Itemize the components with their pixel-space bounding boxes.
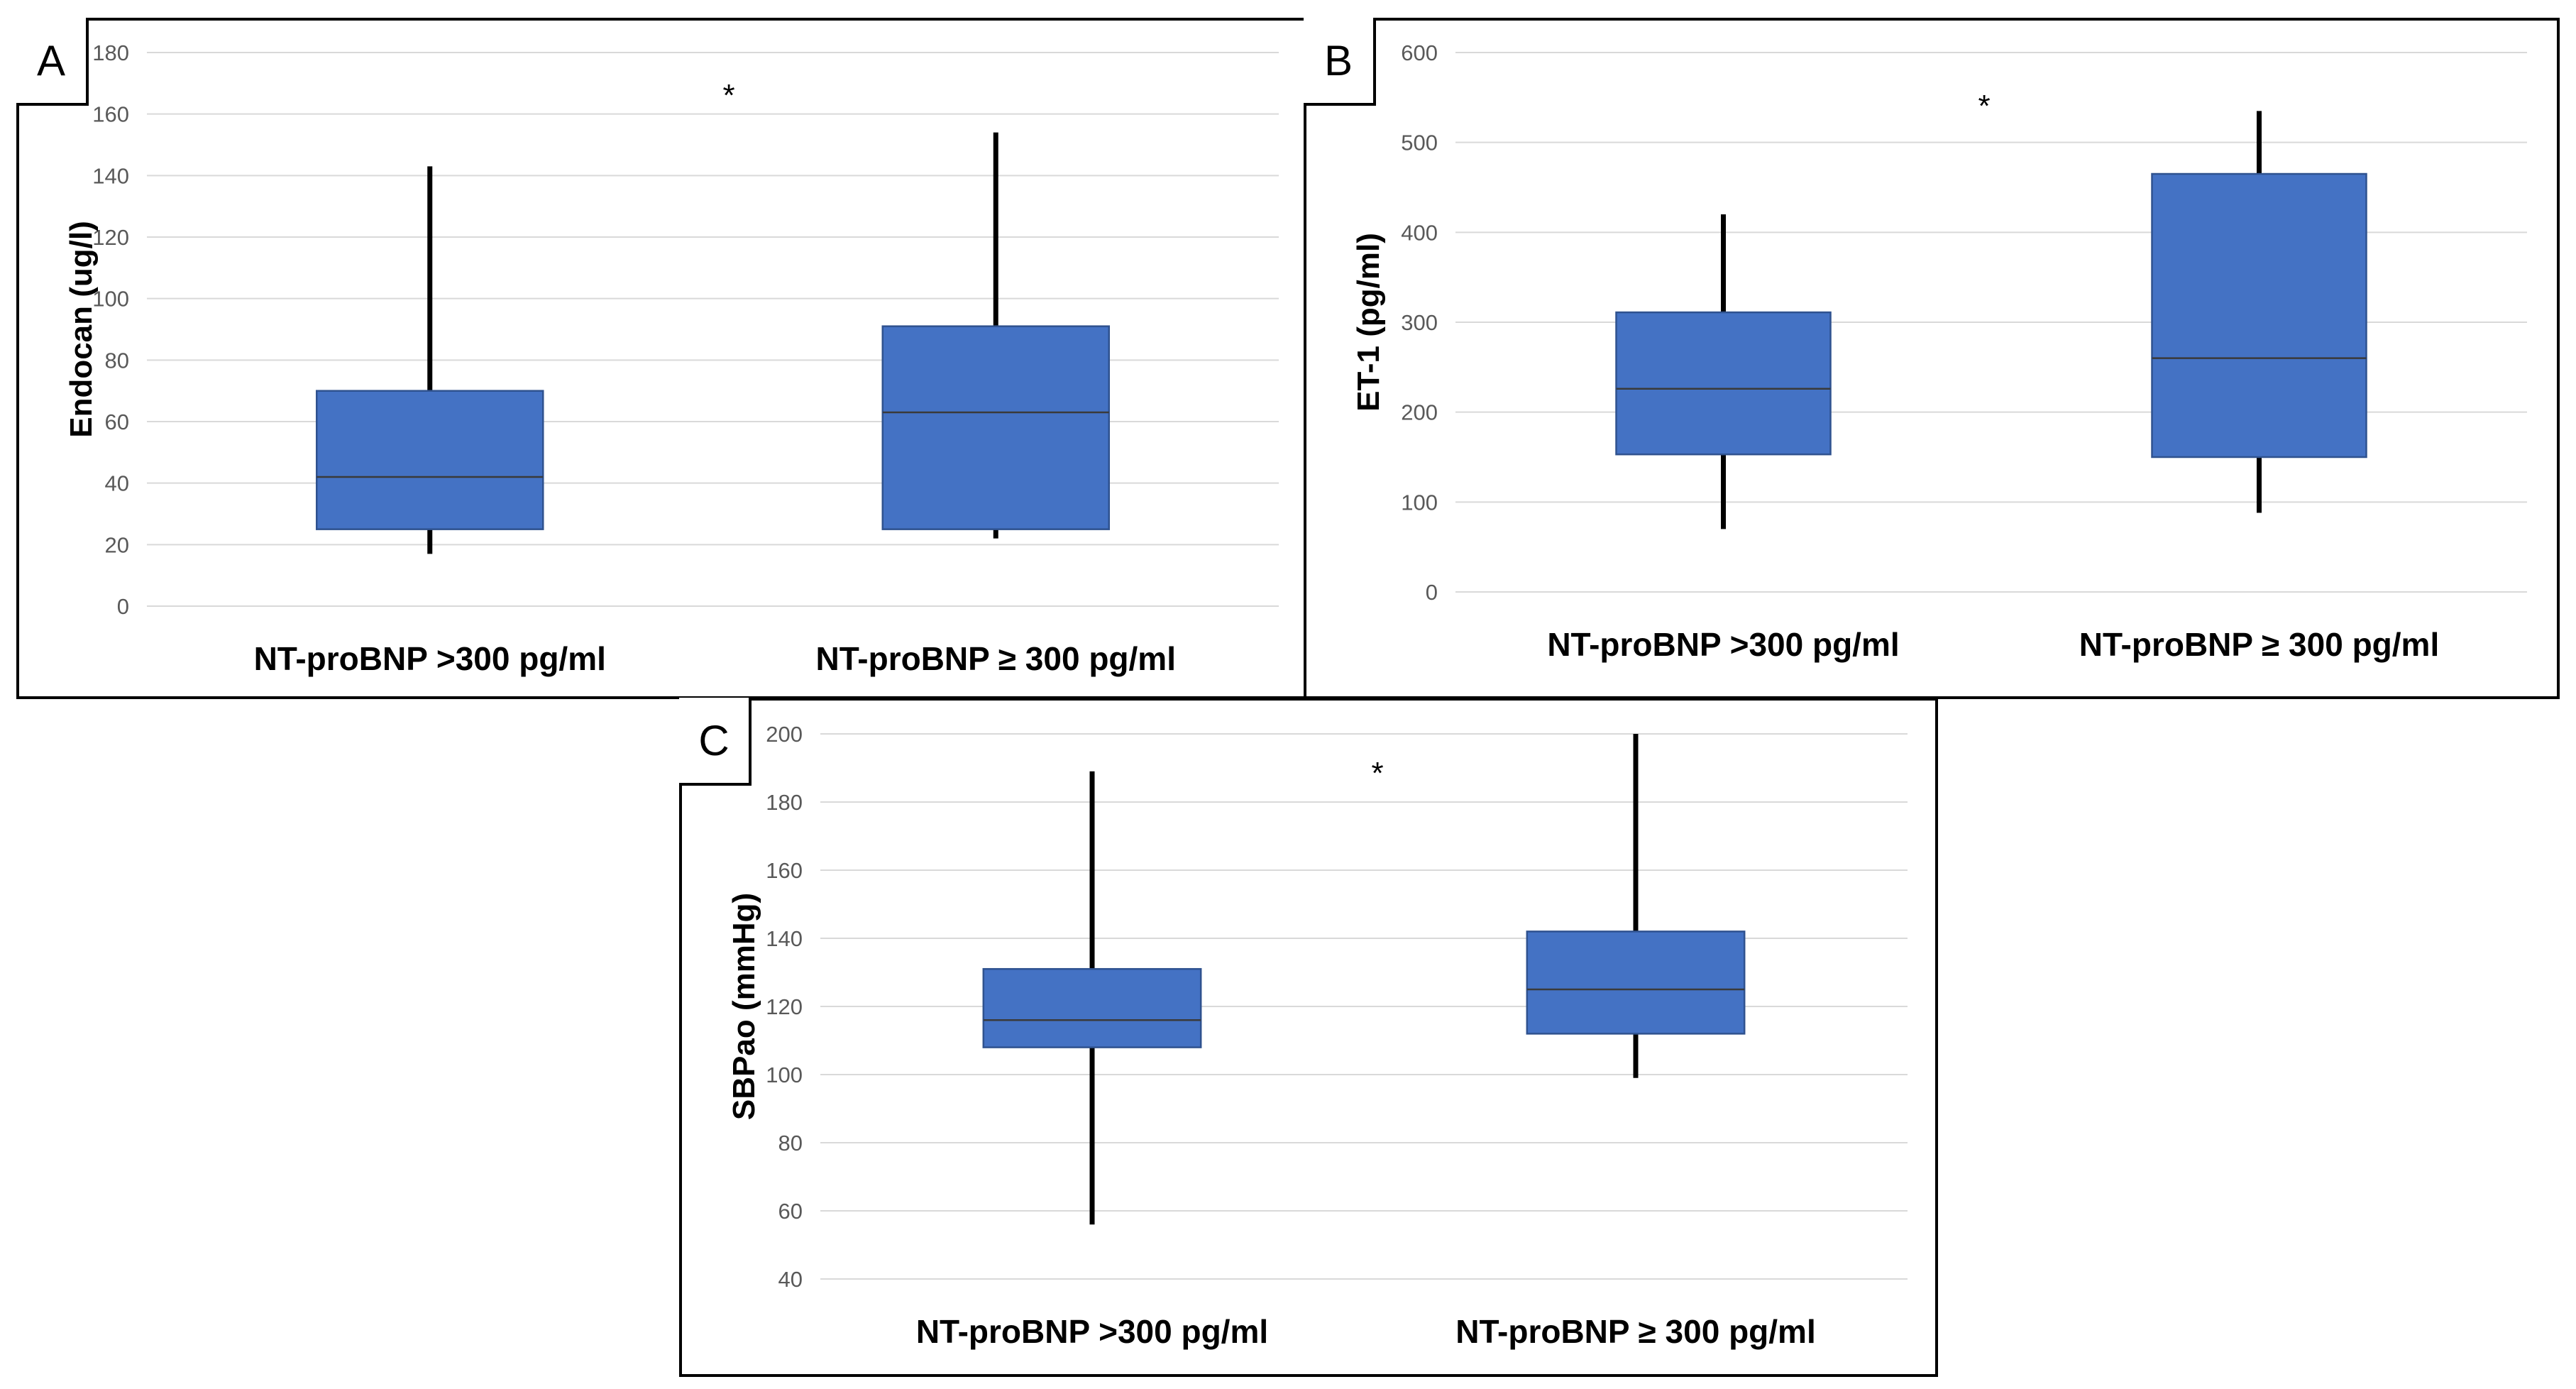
iqr-box <box>881 325 1110 530</box>
box-2 <box>881 132 1110 539</box>
y-tick-label: 80 <box>105 348 129 373</box>
iqr-box <box>1526 930 1746 1035</box>
box-1 <box>316 166 544 554</box>
y-axis-label: ET-1 (pg/ml) <box>1351 233 1386 412</box>
sbpao-boxplot: 40 60 80 100 120 140 160 180 200 SBPao (mmHg) NT-p… <box>727 722 1908 1350</box>
y-tick-label: 300 <box>1401 310 1438 335</box>
y-tick-label: 140 <box>766 926 803 951</box>
significance-marker: * <box>1978 89 1990 123</box>
category-label: NT-proBNP ≥ 300 pg/ml <box>816 640 1176 677</box>
iqr-box <box>982 967 1202 1048</box>
panel-letter-c: C <box>679 698 752 786</box>
iqr-box <box>316 390 544 530</box>
panel-letter-a: A <box>16 18 89 106</box>
y-tick-label: 40 <box>105 471 129 496</box>
y-tick-label: 100 <box>766 1063 803 1087</box>
y-tick-label: 160 <box>766 858 803 883</box>
box-1 <box>982 771 1202 1225</box>
category-label: NT-proBNP >300 pg/ml <box>916 1313 1268 1350</box>
y-tick-label: 140 <box>92 163 129 188</box>
panel-c: C 40 60 80 100 120 140 160 180 200 SBPao (mmHg) NT… <box>679 698 1938 1377</box>
y-tick-label: 600 <box>1401 40 1438 65</box>
y-tick-label: 60 <box>105 410 129 434</box>
box-2 <box>1526 734 1746 1078</box>
et1-boxplot: 0 100 200 300 400 500 600 ET-1 (pg/ml) NT-proBNP… <box>1351 40 2527 663</box>
y-tick-label: 160 <box>92 102 129 127</box>
y-tick-label: 200 <box>1401 400 1438 425</box>
y-tick-label: 180 <box>766 790 803 815</box>
y-tick-label: 100 <box>1401 490 1438 515</box>
category-label: NT-proBNP ≥ 300 pg/ml <box>1455 1313 1815 1350</box>
panel-b: B 0 100 200 300 400 500 600 ET-1 (pg/ml) NT-proB… <box>1304 18 2560 699</box>
iqr-box <box>2151 172 2367 459</box>
y-axis-label: SBPao (mmHg) <box>727 893 761 1120</box>
box-1 <box>1615 214 1832 529</box>
panel-letter-b: B <box>1304 18 1376 106</box>
y-tick-label: 180 <box>92 40 129 65</box>
endocan-boxplot: 0 20 40 60 80 100 120 140 160 180 Endocan (ug/l) NT… <box>64 40 1279 677</box>
y-tick-label: 400 <box>1401 220 1438 245</box>
category-label: NT-proBNP >300 pg/ml <box>1547 626 1899 663</box>
panel-a: A 0 20 40 60 80 100 120 140 160 180 Endocan (ug/l)… <box>16 18 1314 699</box>
y-tick-label: 120 <box>766 994 803 1019</box>
significance-marker: * <box>1371 756 1383 791</box>
y-tick-label: 20 <box>105 532 129 557</box>
category-label: NT-proBNP ≥ 300 pg/ml <box>2079 626 2439 663</box>
y-tick-label: 0 <box>1426 580 1438 605</box>
y-axis-label: Endocan (ug/l) <box>64 221 99 438</box>
y-tick-label: 40 <box>778 1267 803 1292</box>
y-tick-label: 120 <box>92 225 129 250</box>
y-tick-label: 0 <box>117 594 129 619</box>
y-tick-label: 200 <box>766 722 803 747</box>
iqr-box <box>1615 311 1832 456</box>
significance-marker: * <box>722 78 734 113</box>
category-label: NT-proBNP >300 pg/ml <box>254 640 606 677</box>
box-2 <box>2151 111 2367 513</box>
y-tick-label: 500 <box>1401 131 1438 155</box>
y-tick-label: 100 <box>92 287 129 312</box>
y-tick-label: 80 <box>778 1131 803 1155</box>
y-tick-label: 60 <box>778 1199 803 1224</box>
